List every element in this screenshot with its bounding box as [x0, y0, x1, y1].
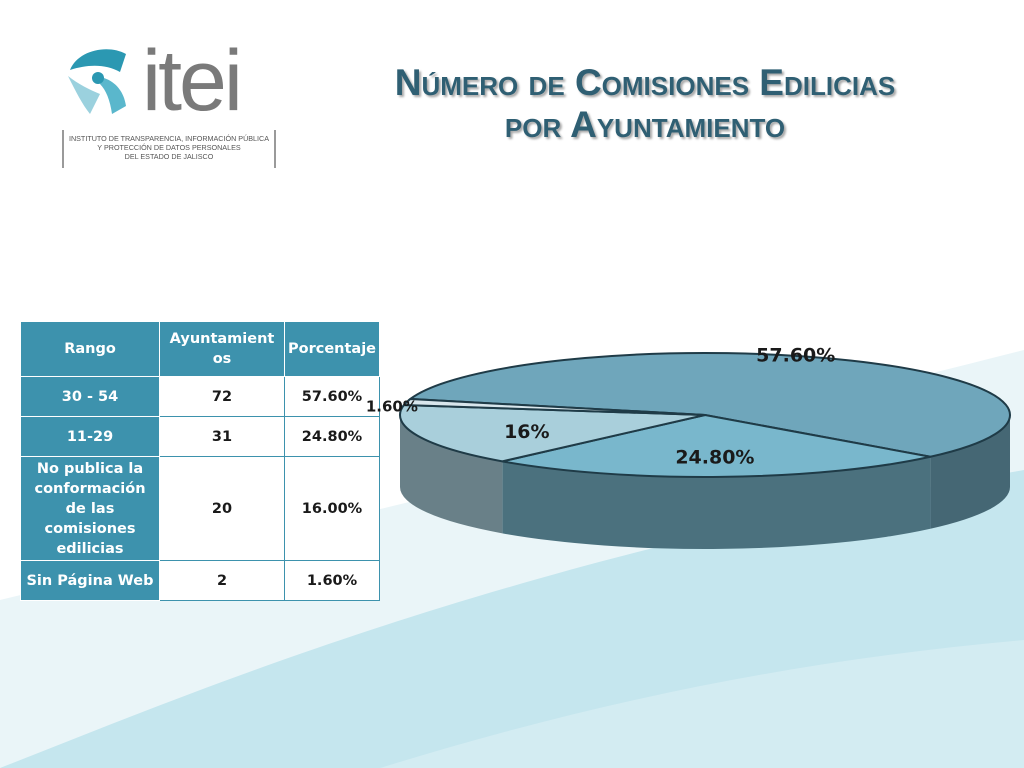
pie-data-label: 1.60% — [366, 397, 418, 415]
data-table: Rango Ayuntamientos Porcentaje 30 - 54 7… — [20, 321, 380, 601]
cell-rango: 11-29 — [20, 416, 160, 457]
cell-ayuntamientos: 72 — [159, 376, 285, 417]
title-line-1: Número de Comisiones Edilicias — [394, 62, 896, 103]
pie-data-label: 57.60% — [756, 344, 835, 366]
cell-porcentaje: 1.60% — [284, 560, 380, 601]
logo-wordmark: itei — [142, 33, 243, 129]
itei-logo: itei INSTITUTO DE TRANSPARENCIA, INFORMA… — [52, 38, 282, 168]
table-row: 30 - 54 72 57.60% — [20, 376, 380, 417]
table-row: Sin Página Web 2 1.60% — [20, 560, 380, 601]
header-ayuntamientos: Ayuntamientos — [159, 321, 285, 377]
pie-slice-side — [930, 415, 1010, 529]
table-header-row: Rango Ayuntamientos Porcentaje — [20, 321, 380, 377]
cell-porcentaje: 57.60% — [284, 376, 380, 417]
table-row: No publica la conformación de las comisi… — [20, 456, 380, 561]
pie-slice — [399, 404, 706, 463]
pie-slice — [401, 397, 706, 416]
cell-ayuntamientos: 20 — [159, 456, 285, 561]
header-porcentaje: Porcentaje — [284, 321, 380, 377]
cell-rango: 30 - 54 — [20, 376, 160, 417]
logo-subtitle: INSTITUTO DE TRANSPARENCIA, INFORMACIÓN … — [62, 130, 276, 168]
pie-slice-side — [502, 456, 931, 549]
header-rango: Rango — [20, 321, 160, 377]
title-line-2: por Ayuntamiento — [504, 104, 786, 145]
pie-slice-side — [400, 415, 503, 534]
cell-rango: Sin Página Web — [20, 560, 160, 601]
cell-porcentaje: 24.80% — [284, 416, 380, 457]
pie-slice — [407, 352, 1011, 458]
pie-slice — [502, 413, 931, 478]
cell-ayuntamientos: 2 — [159, 560, 285, 601]
table-row: 11-29 31 24.80% — [20, 416, 380, 457]
pie-data-label: 24.80% — [675, 446, 754, 468]
cell-rango: No publica la conformación de las comisi… — [20, 456, 160, 561]
cell-porcentaje: 16.00% — [284, 456, 380, 561]
pie-data-label: 16% — [504, 421, 549, 443]
logo-emblem-icon — [68, 49, 126, 114]
cell-ayuntamientos: 31 — [159, 416, 285, 457]
page-title: Número de Comisiones Edilicias por Ayunt… — [300, 62, 990, 146]
